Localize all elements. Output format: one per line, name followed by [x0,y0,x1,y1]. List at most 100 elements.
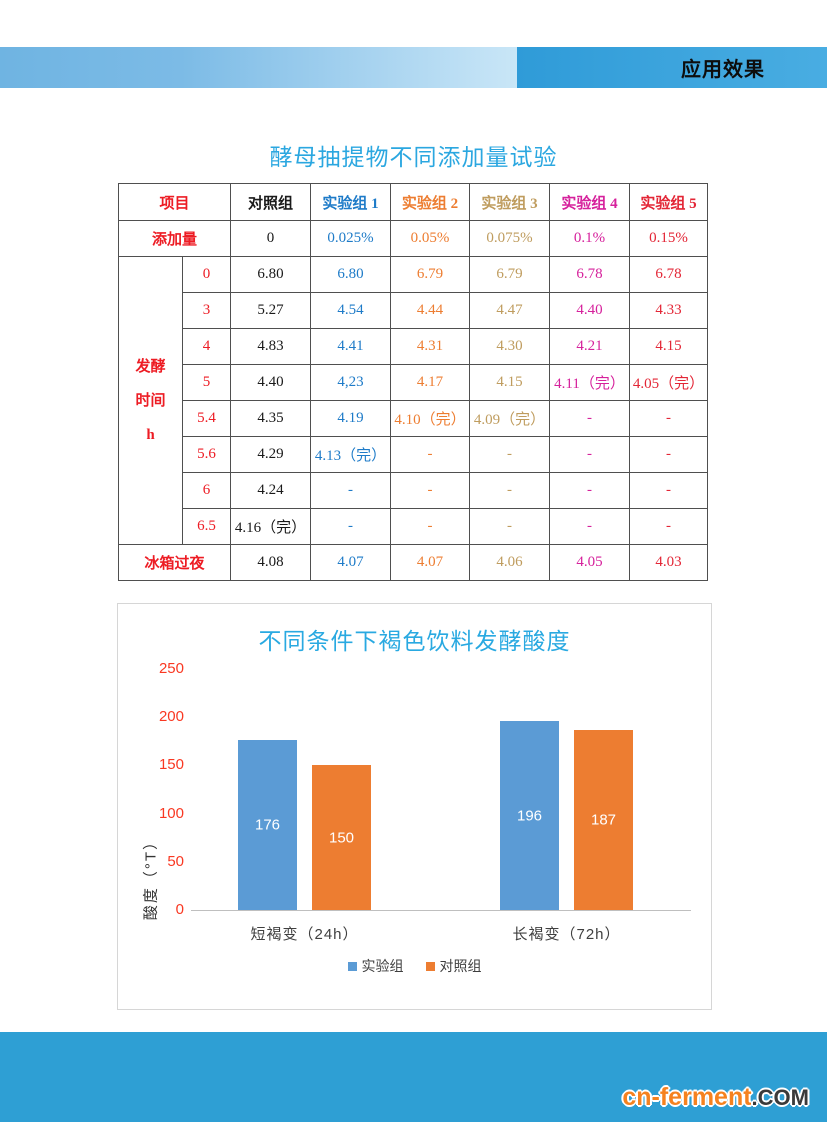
section-title: 酵母抽提物不同添加量试验 [269,145,558,170]
value-cell: - [629,508,709,545]
header-band-gradient [0,47,517,88]
value-cell: 6.79 [390,256,471,293]
chart-box: 不同条件下褐色饮料发酵酸度 酸度（°T） 0 50 100 150 200 250 176 1… [117,603,712,1010]
value-cell: - [629,400,709,437]
value-cell: 4.83 [230,328,312,365]
table-row-time: 5.4 4.35 4.19 4.10（完） 4.09（完） - - [119,400,709,437]
bar-实验组-1: 176 [238,740,297,910]
bar-实验组-2: 196 [500,721,559,910]
value-cell: 0.025% [310,220,392,257]
time-cell: 5 [181,364,232,401]
value-cell: - [469,472,551,509]
table-header-row: 项目 对照组 实验组 1 实验组 2 实验组 3 实验组 4 实验组 5 [117,183,709,221]
value-cell: - [549,508,631,545]
value-cell: 4.31 [390,328,471,365]
bar-value-label: 187 [590,811,617,829]
row-label-fermentation-time: 发酵 时间 h [118,256,183,545]
time-cell: 5.6 [181,436,232,473]
value-cell: 5.27 [230,292,312,329]
value-cell: 4.21 [549,328,631,365]
value-cell: 4.05 [549,544,631,581]
value-cell: - [549,436,631,473]
table-row-time: 3 5.27 4.54 4.44 4.47 4.40 4.33 [119,292,709,329]
header-band: 应用效果 [0,47,827,88]
bar-value-label: 150 [328,829,355,847]
bar-value-label: 196 [516,807,543,825]
value-cell: 4.44 [390,292,471,329]
legend-swatch-icon [425,961,435,971]
y-tick-label: 250 [158,660,184,677]
bar-对照组-1: 150 [312,765,371,910]
value-cell: - [310,472,392,509]
table-row-time: 4 4.83 4.41 4.31 4.30 4.21 4.15 [119,328,709,365]
value-cell: 4.07 [390,544,471,581]
value-cell: 4.33 [629,292,709,329]
value-cell: - [549,472,631,509]
value-cell: 4.41 [310,328,392,365]
value-cell: 4.54 [310,292,392,329]
time-cell: 4 [181,328,232,365]
x-axis-label: 短褐变（24h） [250,926,359,943]
value-cell: 4.15 [629,328,709,365]
header-cell-item: 项目 [117,183,232,221]
value-cell: 4.29 [230,436,312,473]
footer-band: cn-ferment.COM [0,1032,827,1122]
header-band-right: 应用效果 [517,47,827,88]
value-cell: 4.03 [629,544,709,581]
value-cell: 6.80 [310,256,392,293]
value-cell: - [390,436,471,473]
site-logo-brand: cn-ferment [622,1083,752,1111]
table-row-time: 6 4.24- - - - - [119,472,709,509]
value-cell: 4.07 [310,544,392,581]
table-row-time: 5.6 4.29 4.13（完） - - - - [119,436,709,473]
value-cell: 4.16（完） [230,508,312,545]
value-cell: - [310,508,392,545]
y-tick-label: 100 [158,804,184,822]
x-axis-label: 长褐变（72h） [512,926,621,943]
legend-label: 实验组 [361,958,404,974]
table-row-time: 5 4.40 4,23 4.17 4.15 4.11（完） 4.05（完） [119,364,709,401]
y-tick-label: 50 [167,852,184,870]
y-tick-label: 0 [175,901,184,918]
value-cell: 4.15 [469,364,551,401]
value-cell: - [469,436,551,473]
header-cell-group: 实验组 2 [390,183,471,221]
value-cell: 4.30 [469,328,551,365]
value-cell: 0.1% [549,220,631,257]
value-cell: 6.79 [469,256,551,293]
table-row-time: 6.5 4.16（完） - - - - - [119,508,709,545]
value-cell: 6.78 [549,256,631,293]
y-tick-label: 200 [158,708,184,726]
value-cell: - [549,400,631,437]
value-cell: 4.17 [390,364,471,401]
bar-对照组-2: 187 [574,729,633,910]
chart-legend: 实验组 对照组 [118,956,711,976]
site-logo: cn-ferment.COM [622,1083,809,1112]
value-cell: 0.15% [629,220,709,257]
header-cell-group: 实验组 5 [629,183,709,221]
header-cell-group: 实验组 3 [469,183,551,221]
chart-title: 不同条件下褐色饮料发酵酸度 [258,628,571,654]
value-cell: 4.40 [549,292,631,329]
value-cell: 4.08 [230,544,312,581]
value-cell: 4.10（完） [390,400,471,437]
value-cell: 6.80 [230,256,312,293]
table-row-overnight: 冰箱过夜 4.08 4.07 4.07 4.06 4.05 4.03 [117,544,709,581]
value-cell: - [469,508,551,545]
value-cell: 0.05% [390,220,471,257]
header-title: 应用效果 [681,59,765,81]
legend-label: 对照组 [439,958,482,974]
time-cell: 5.4 [181,400,232,437]
value-cell: - [629,436,709,473]
value-cell: - [629,472,709,509]
value-cell: 4.35 [230,400,312,437]
experiment-table-body: 项目 对照组 实验组 1 实验组 2 实验组 3 实验组 4 实验组 5 添加量 0 0.025%… [117,183,709,581]
time-cell: 6.5 [181,508,232,545]
header-cell-group: 实验组 1 [310,183,392,221]
value-cell: 4.19 [310,400,392,437]
value-cell: 0.075% [469,220,551,257]
table-row-time: 发酵 时间 h 0 6.80 6.80 6.79 6.79 6.78 6.78 [118,256,709,545]
value-cell: 4.47 [469,292,551,329]
value-cell: 4.09（完） [469,400,551,437]
